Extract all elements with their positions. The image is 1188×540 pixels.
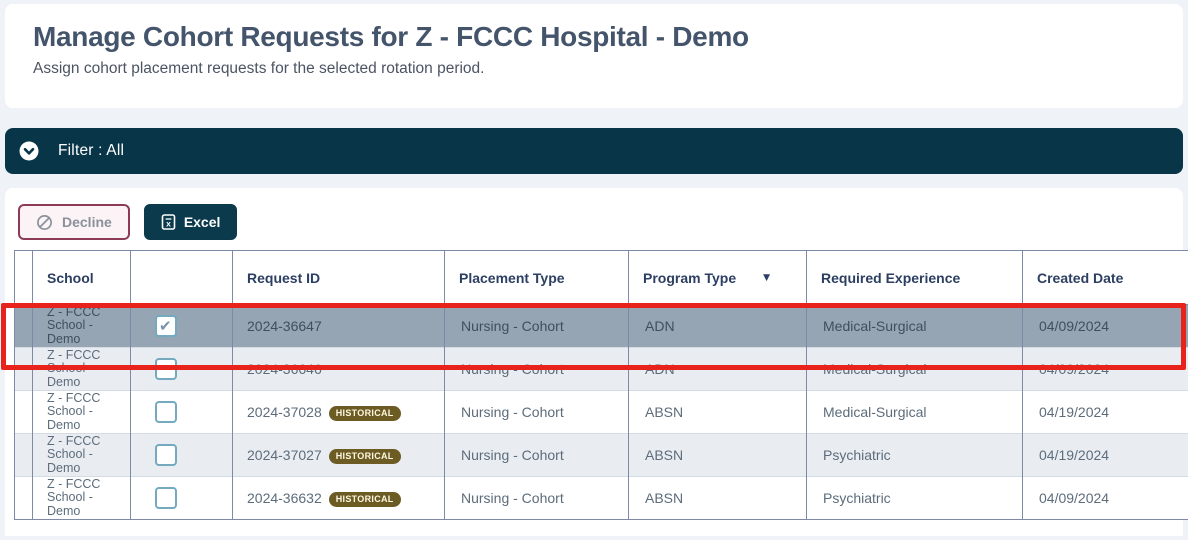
chevron-down-circle-icon[interactable] <box>19 141 39 161</box>
program-type-cell: ABSN <box>629 391 807 434</box>
request-id-value: 2024-37027 <box>247 447 322 463</box>
svg-text:x: x <box>166 218 171 228</box>
row-checkbox[interactable] <box>155 487 177 509</box>
checkbox-cell <box>131 391 233 434</box>
content-card: Decline x Excel School <box>5 188 1183 536</box>
toolbar: Decline x Excel <box>5 188 1183 240</box>
excel-button-label: Excel <box>184 214 221 230</box>
table-row[interactable]: Z - FCCC School - Demo 2024-36646 Nursin… <box>15 348 1188 391</box>
table-row[interactable]: Z - FCCC School - Demo 2024-36632 HISTORI… <box>15 477 1188 520</box>
request-id-cell: 2024-37028 HISTORICAL <box>233 391 445 434</box>
requests-table: School Request ID Placement Type Program… <box>14 250 1188 520</box>
row-spacer-cell <box>15 305 33 348</box>
checkbox-cell <box>131 434 233 477</box>
column-header-program-type[interactable]: Program Type ▼ <box>629 251 807 305</box>
historical-badge: HISTORICAL <box>329 449 401 464</box>
request-id-cell: 2024-36646 <box>233 348 445 391</box>
column-header-request-id[interactable]: Request ID <box>233 251 445 305</box>
program-type-cell: ADN <box>629 348 807 391</box>
program-type-header-label: Program Type <box>643 270 736 286</box>
row-spacer-cell <box>15 434 33 477</box>
required-experience-cell: Medical-Surgical <box>807 391 1023 434</box>
school-cell: Z - FCCC School - Demo <box>33 305 131 348</box>
table-body: Z - FCCC School - Demo 2024-36647 Nursin… <box>15 305 1188 520</box>
excel-file-icon: x <box>161 214 176 230</box>
program-type-cell: ADN <box>629 305 807 348</box>
request-id-cell: 2024-36632 HISTORICAL <box>233 477 445 520</box>
row-checkbox[interactable] <box>155 401 177 423</box>
request-id-value: 2024-37028 <box>247 404 322 420</box>
required-experience-cell: Medical-Surgical <box>807 348 1023 391</box>
row-spacer-cell <box>15 391 33 434</box>
page-header: Manage Cohort Requests for Z - FCCC Hosp… <box>5 4 1183 108</box>
checkbox-cell <box>131 348 233 391</box>
filter-bar[interactable]: Filter : All <box>5 128 1183 174</box>
historical-badge: HISTORICAL <box>329 492 401 507</box>
school-cell: Z - FCCC School - Demo <box>33 391 131 434</box>
sort-descending-icon[interactable]: ▼ <box>763 273 770 283</box>
school-cell: Z - FCCC School - Demo <box>33 434 131 477</box>
request-id-value: 2024-36646 <box>247 361 322 377</box>
column-header-checkbox <box>131 251 233 305</box>
row-checkbox[interactable] <box>155 315 177 337</box>
filter-label: Filter : All <box>58 142 124 160</box>
row-spacer-cell <box>15 348 33 391</box>
decline-button-label: Decline <box>62 214 112 230</box>
required-experience-cell: Psychiatric <box>807 434 1023 477</box>
request-id-value: 2024-36647 <box>247 318 322 334</box>
request-id-value: 2024-36632 <box>247 490 322 506</box>
school-cell: Z - FCCC School - Demo <box>33 348 131 391</box>
requests-table-wrap: School Request ID Placement Type Program… <box>14 250 1183 520</box>
placement-type-cell: Nursing - Cohort <box>445 348 629 391</box>
header-spacer <box>15 251 33 305</box>
required-experience-cell: Psychiatric <box>807 477 1023 520</box>
school-cell: Z - FCCC School - Demo <box>33 477 131 520</box>
required-experience-cell: Medical-Surgical <box>807 305 1023 348</box>
table-row[interactable]: Z - FCCC School - Demo 2024-37028 HISTORI… <box>15 391 1188 434</box>
historical-badge: HISTORICAL <box>329 406 401 421</box>
program-type-cell: ABSN <box>629 477 807 520</box>
row-spacer-cell <box>15 477 33 520</box>
checkbox-cell <box>131 477 233 520</box>
created-date-cell: 04/09/2024 <box>1023 348 1188 391</box>
created-date-cell: 04/19/2024 <box>1023 434 1188 477</box>
excel-button[interactable]: x Excel <box>144 204 238 240</box>
column-header-created-date[interactable]: Created Date <box>1023 251 1188 305</box>
placement-type-cell: Nursing - Cohort <box>445 391 629 434</box>
request-id-cell: 2024-37027 HISTORICAL <box>233 434 445 477</box>
created-date-cell: 04/09/2024 <box>1023 477 1188 520</box>
table-header-row: School Request ID Placement Type Program… <box>15 251 1188 305</box>
row-checkbox[interactable] <box>155 358 177 380</box>
program-type-cell: ABSN <box>629 434 807 477</box>
decline-button[interactable]: Decline <box>18 204 130 240</box>
checkbox-cell <box>131 305 233 348</box>
request-id-cell: 2024-36647 <box>233 305 445 348</box>
table-row[interactable]: Z - FCCC School - Demo 2024-36647 Nursin… <box>15 305 1188 348</box>
placement-type-cell: Nursing - Cohort <box>445 434 629 477</box>
table-row[interactable]: Z - FCCC School - Demo 2024-37027 HISTORI… <box>15 434 1188 477</box>
column-header-placement-type[interactable]: Placement Type <box>445 251 629 305</box>
page-title: Manage Cohort Requests for Z - FCCC Hosp… <box>33 21 1155 53</box>
placement-type-cell: Nursing - Cohort <box>445 305 629 348</box>
column-header-school[interactable]: School <box>33 251 131 305</box>
column-header-required-experience[interactable]: Required Experience <box>807 251 1023 305</box>
row-checkbox[interactable] <box>155 444 177 466</box>
created-date-cell: 04/19/2024 <box>1023 391 1188 434</box>
page-subtitle: Assign cohort placement requests for the… <box>33 60 1155 78</box>
created-date-cell: 04/09/2024 <box>1023 305 1188 348</box>
placement-type-cell: Nursing - Cohort <box>445 477 629 520</box>
circle-slash-icon <box>36 214 53 231</box>
